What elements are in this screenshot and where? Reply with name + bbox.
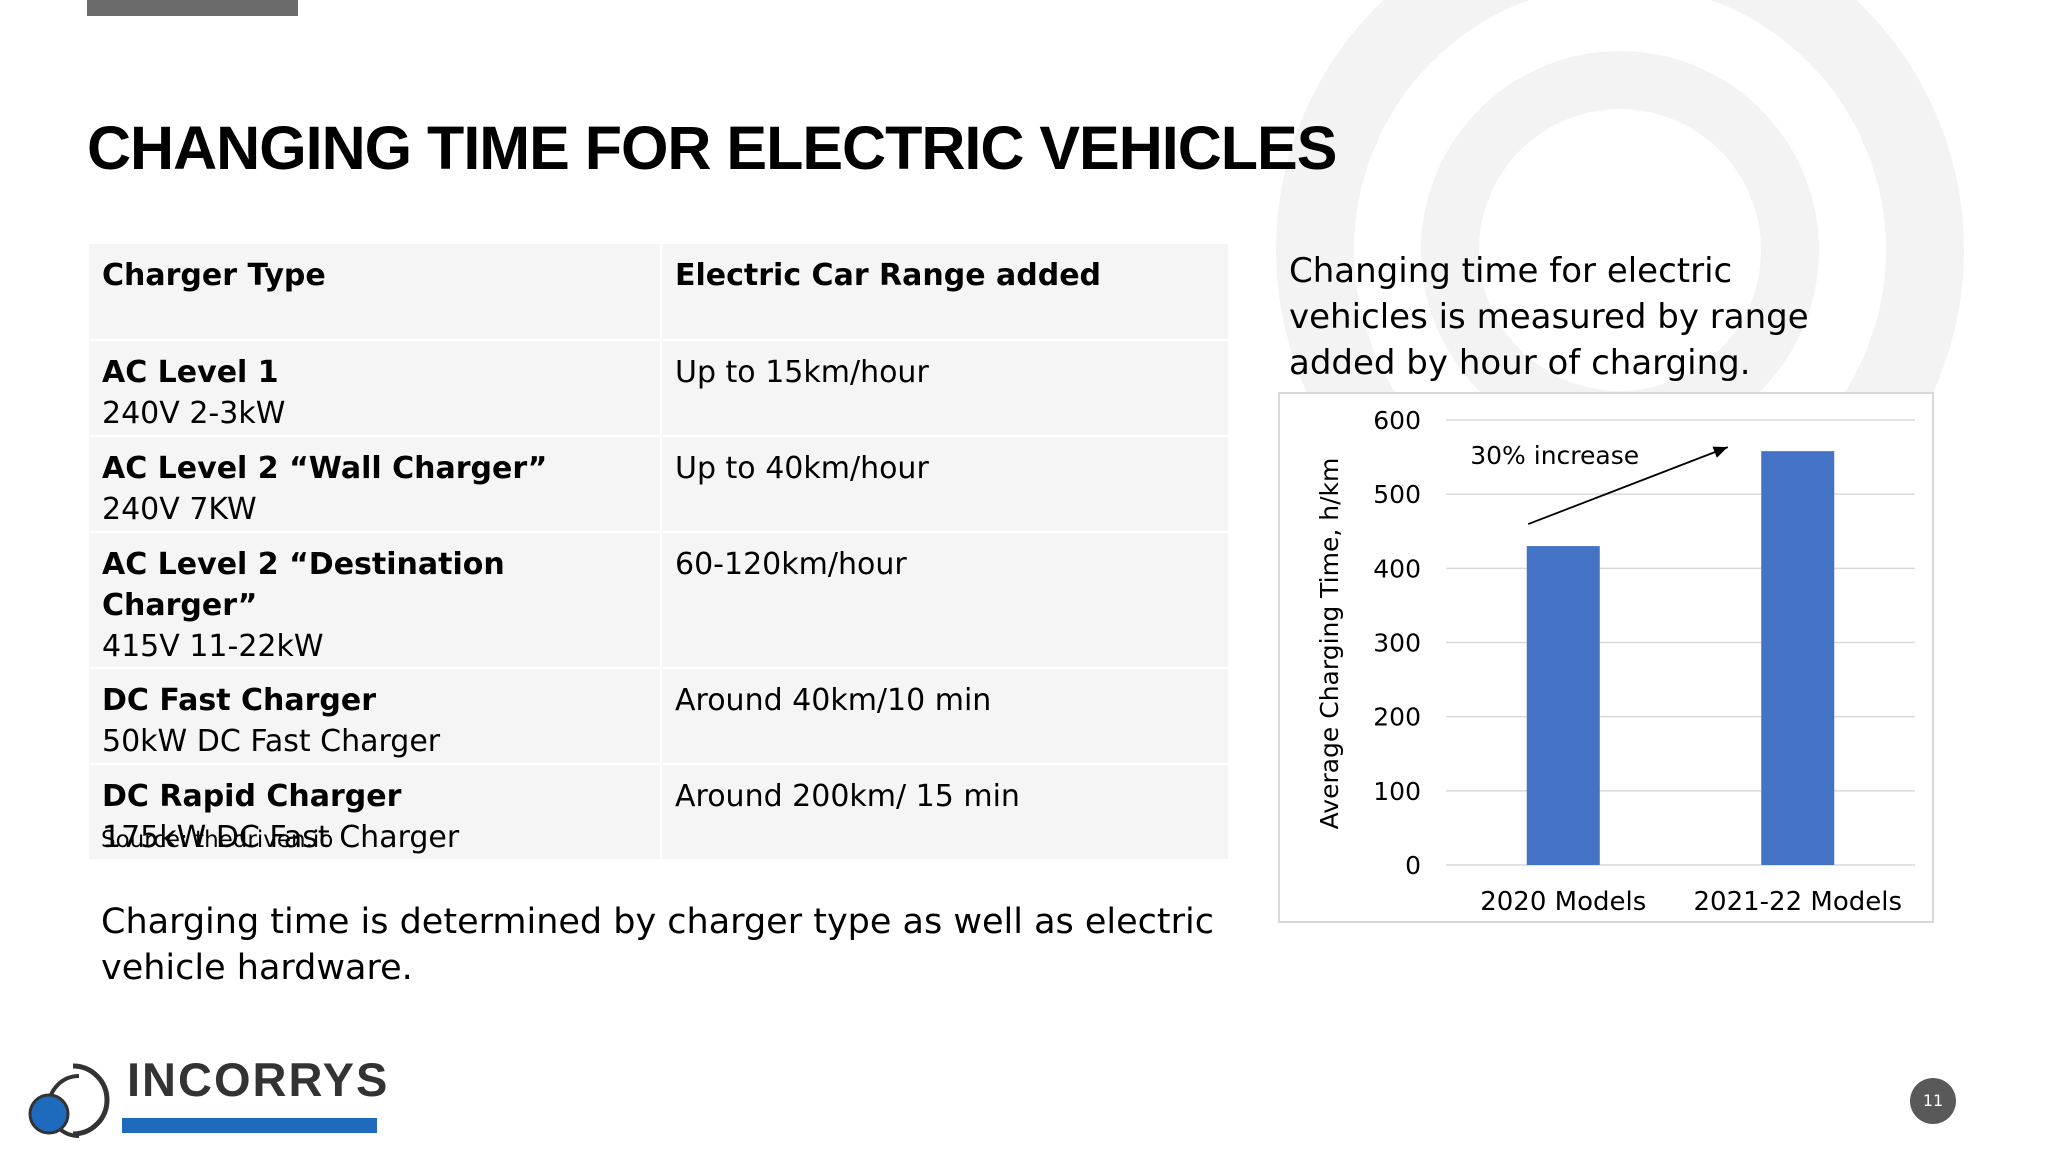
range-cell: Up to 15km/hour bbox=[660, 339, 1230, 437]
charger-name: AC Level 1 bbox=[102, 355, 279, 390]
charger-spec: 415V 11-22kW bbox=[102, 629, 324, 664]
page-number-badge: 11 bbox=[1910, 1078, 1956, 1124]
table-row: DC Fast Charger 50kW DC Fast Charger Aro… bbox=[87, 667, 1230, 765]
charger-cell: AC Level 2 “Wall Charger” 240V 7KW bbox=[87, 435, 662, 533]
y-tick-label: 500 bbox=[1373, 480, 1421, 509]
charger-table: Charger Type Electric Car Range added AC… bbox=[87, 242, 1230, 861]
description-text: Charging time is determined by charger t… bbox=[101, 902, 1214, 988]
x-tick-label: 2021-22 Models bbox=[1693, 887, 1902, 917]
annotation-label: 30% increase bbox=[1470, 441, 1639, 470]
table-row: DC Rapid Charger 175kW DC Fast Charger A… bbox=[87, 763, 1230, 861]
source-note: Source: thedriven.io bbox=[101, 827, 334, 853]
y-tick-label: 100 bbox=[1373, 777, 1421, 806]
x-tick-label: 2020 Models bbox=[1480, 887, 1646, 917]
range-cell: Around 40km/10 min bbox=[660, 667, 1230, 765]
charger-spec: 175kW DC Fast Charger bbox=[102, 820, 460, 855]
charger-name: AC Level 2 “Wall Charger” bbox=[102, 451, 548, 486]
range-cell: Up to 40km/hour bbox=[660, 435, 1230, 533]
charger-cell: AC Level 2 “Destination Charger” 415V 11… bbox=[87, 531, 662, 669]
range-cell: 60-120km/hour bbox=[660, 531, 1230, 669]
chart-canvas: 0 100 200 300 400 500 600 2020 Models 2021-22 Mo… bbox=[1315, 406, 1915, 917]
y-tick-label: 600 bbox=[1373, 406, 1421, 435]
table-row: AC Level 2 “Destination Charger” 415V 11… bbox=[87, 531, 1230, 669]
chart-intro-text: Changing time for electric vehicles is m… bbox=[1289, 251, 1809, 383]
logo-wordmark: INCORRYS bbox=[127, 1053, 390, 1106]
bar bbox=[1526, 546, 1600, 865]
header-charger-type: Charger Type bbox=[102, 258, 326, 293]
charger-name: AC Level 2 “Destination Charger” bbox=[102, 547, 505, 623]
table-header-cell: Electric Car Range added bbox=[660, 242, 1230, 341]
y-tick-label: 300 bbox=[1373, 629, 1421, 658]
bar bbox=[1761, 451, 1835, 865]
table-row: AC Level 1 240V 2-3kW Up to 15km/hour bbox=[87, 339, 1230, 437]
charger-cell: AC Level 1 240V 2-3kW bbox=[87, 339, 662, 437]
charging-time-chart: 0 100 200 300 400 500 600 2020 Models 2021-22 Mo… bbox=[1278, 392, 1934, 923]
table-row: AC Level 2 “Wall Charger” 240V 7KW Up to… bbox=[87, 435, 1230, 533]
y-tick-label: 0 bbox=[1405, 851, 1421, 880]
y-tick-label: 400 bbox=[1373, 554, 1421, 583]
charger-spec: 240V 7KW bbox=[102, 492, 257, 527]
charger-name: DC Fast Charger bbox=[102, 683, 377, 718]
y-axis-label: Average Charging Time, h/km bbox=[1315, 458, 1344, 830]
annotation-arrowhead bbox=[1712, 446, 1728, 458]
slide-title: CHANGING TIME FOR ELECTRIC VEHICLES bbox=[87, 114, 1337, 182]
range-cell: Around 200km/ 15 min bbox=[660, 763, 1230, 861]
incorrys-logo-mark bbox=[28, 1063, 110, 1138]
header-range-added: Electric Car Range added bbox=[675, 258, 1102, 293]
top-accent-bar bbox=[87, 0, 298, 16]
table-header-cell: Charger Type bbox=[87, 242, 662, 341]
annotation-arrow bbox=[1527, 446, 1729, 525]
charger-name: DC Rapid Charger bbox=[102, 779, 402, 814]
charger-cell: DC Fast Charger 50kW DC Fast Charger bbox=[87, 667, 662, 765]
charger-spec: 240V 2-3kW bbox=[102, 396, 286, 431]
y-tick-label: 200 bbox=[1373, 703, 1421, 732]
charger-spec: 50kW DC Fast Charger bbox=[102, 724, 441, 759]
charger-cell: DC Rapid Charger 175kW DC Fast Charger bbox=[87, 763, 662, 861]
logo-underline-bar bbox=[122, 1118, 377, 1133]
table-header-row: Charger Type Electric Car Range added bbox=[87, 242, 1230, 341]
